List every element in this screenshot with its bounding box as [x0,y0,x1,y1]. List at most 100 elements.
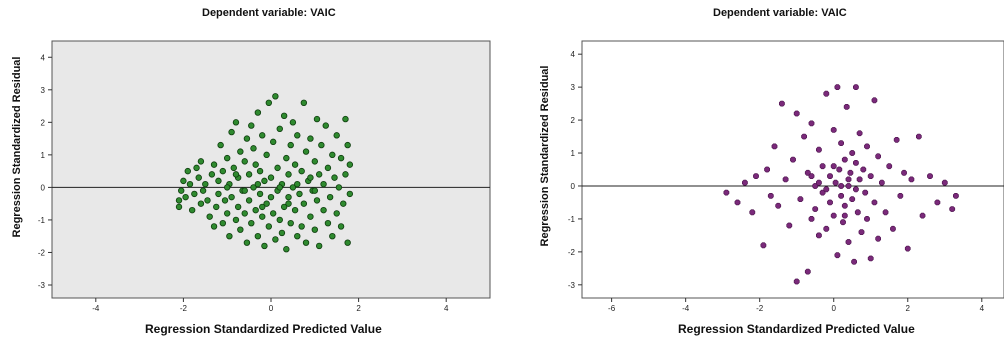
data-point [882,209,889,216]
data-point [320,206,327,214]
data-point [254,109,262,116]
data-point [283,246,290,253]
data-point [823,186,830,193]
data-point [331,174,338,181]
data-point [852,186,859,193]
data-point [219,167,227,175]
data-point [252,206,259,214]
data-point [311,226,318,233]
data-point [342,115,349,123]
data-point [276,216,283,224]
data-point [276,125,283,133]
data-point [202,180,209,188]
data-point [219,219,227,227]
data-point [213,203,220,211]
x-tick-label: -4 [92,304,100,313]
data-point [265,223,273,230]
data-point [867,173,874,179]
data-point [808,173,815,179]
data-point [287,219,294,227]
data-point [261,177,268,185]
data-point [908,176,915,183]
data-point [760,242,767,249]
data-point [808,120,815,127]
x-tick-label: -4 [682,304,690,313]
y-tick-label: 4 [41,53,46,62]
data-point [340,200,347,207]
data-point [193,164,200,172]
y-tick-label: -3 [38,281,46,290]
x-tick-label: 2 [356,304,361,313]
data-point [753,173,759,179]
data-point [830,127,837,133]
data-point [223,154,231,162]
data-point [294,232,301,240]
data-point [867,255,874,262]
data-point [915,133,922,140]
data-point [269,138,277,146]
data-point [215,190,222,198]
data-point [263,151,270,159]
data-point [280,203,288,211]
data-point [856,130,863,137]
data-point [790,156,796,163]
data-point [793,278,800,285]
data-point [302,239,310,246]
scatter-plot-svg: -6 -4 -2 0 2 4 -3 -2 -1 0 1 2 3 4 [568,40,1004,313]
data-point [175,197,183,204]
chart-panel-left: Dependent variable: VAIC -4 -2 0 2 4 -3 -2 -1 0 1… [0,0,500,340]
data-point [223,210,231,217]
data-point [263,200,270,207]
data-point [315,171,323,178]
data-point [764,166,770,173]
data-point [195,174,202,181]
data-point [313,197,321,204]
x-tick-label: -6 [608,304,616,313]
data-point [296,190,303,198]
data-point [228,193,235,201]
data-point [344,239,351,246]
data-point [851,258,858,265]
data-point [259,213,266,220]
data-point [261,242,268,250]
data-point [337,223,345,230]
data-point [838,183,845,189]
data-point [346,190,354,198]
data-point [243,239,251,246]
data-point [904,245,911,252]
data-point [864,216,870,222]
data-point [269,210,277,217]
data-point [941,179,948,186]
data-point [272,93,279,100]
data-point [949,206,956,212]
data-point [836,166,843,173]
data-point [250,145,257,152]
data-point [287,141,294,149]
data-point [886,163,893,170]
data-point [256,190,264,198]
data-point [854,209,861,216]
data-point [300,200,308,207]
data-point [241,187,248,194]
data-point [256,167,264,175]
plot-area [581,40,1004,299]
data-point [241,158,248,165]
data-point [307,135,314,142]
data-point [180,177,187,185]
data-point [324,219,332,227]
x-tick-label: 4 [980,304,985,313]
x-tick-label: 0 [831,304,836,313]
data-point [191,190,198,198]
data-point [307,174,314,181]
data-point [197,200,205,207]
data-point [832,179,839,186]
x-axis-label: Regression Standardized Predicted Value [145,322,382,336]
chart-panel-right: Dependent variable: VAIC -6 -4 -2 0 2 4 -3 -2 -1… [530,0,1004,340]
data-point [793,110,800,117]
x-tick-label: 2 [906,304,911,313]
data-point [300,99,308,107]
data-point [197,158,205,165]
data-point [217,141,224,149]
data-point [267,193,275,201]
data-point [285,200,292,207]
